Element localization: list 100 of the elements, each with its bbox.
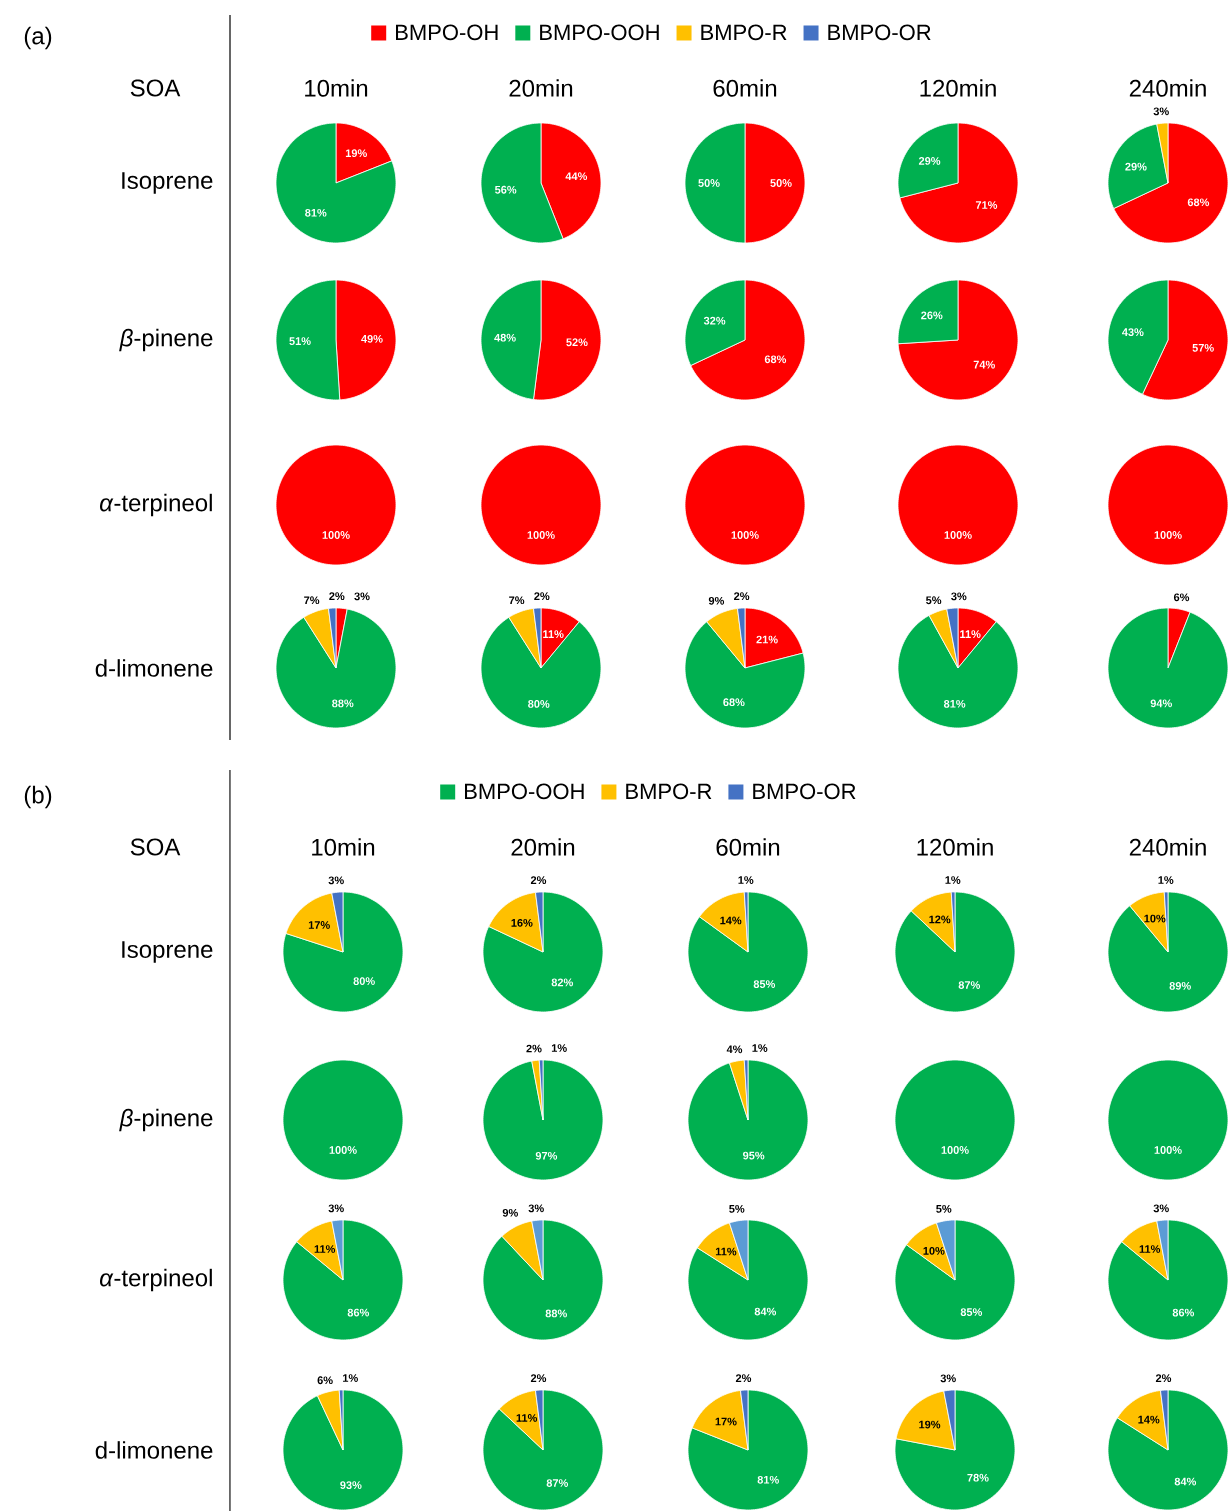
data-label: 3% (1153, 107, 1169, 116)
data-label: 19% (345, 149, 367, 158)
data-label: 50% (770, 179, 792, 187)
text: Isoprene (122, 172, 213, 194)
data-label: 86% (1172, 1308, 1195, 1317)
data-label: 74% (973, 360, 995, 369)
data-label: 6% (317, 1376, 333, 1385)
legend-label: BMPO-OR (753, 783, 856, 800)
data-label: 11% (314, 1245, 336, 1253)
data-label: 29% (1125, 162, 1147, 171)
data-label: 1% (945, 876, 961, 884)
data-label: 2% (526, 1044, 542, 1053)
data-label: 87% (958, 981, 981, 989)
data-label: 11% (1139, 1245, 1161, 1253)
text: d-limonene (95, 1441, 213, 1459)
chart-title: 240min (1129, 838, 1206, 856)
data-label: 9% (502, 1208, 518, 1217)
legend-label: BMPO-R (626, 783, 712, 800)
text: (a) (24, 26, 52, 50)
data-label: 100% (941, 1146, 969, 1154)
data-label: 2% (534, 592, 550, 601)
data-label: 2% (530, 1374, 547, 1383)
data-label: 14% (720, 916, 742, 925)
data-label: 68% (723, 698, 745, 707)
data-label: 78% (967, 1473, 989, 1482)
data-label: 2% (329, 592, 345, 601)
chart-title: 240min (1129, 79, 1206, 97)
data-label: 5% (926, 596, 942, 605)
data-label: 11% (516, 1414, 538, 1422)
data-label: 7% (509, 596, 525, 605)
data-label: 49% (361, 334, 383, 343)
data-label: 94% (1150, 699, 1172, 708)
data-label: 3% (951, 592, 967, 601)
data-label: 3% (1153, 1204, 1169, 1213)
text: β-pinene (119, 1108, 213, 1132)
data-label: 85% (960, 1308, 983, 1316)
data-label: 71% (975, 201, 998, 209)
data-label: 1% (752, 1044, 768, 1052)
data-label: 29% (918, 157, 941, 165)
data-label: 68% (764, 355, 787, 364)
data-label: 2% (734, 592, 750, 601)
data-label: 3% (940, 1374, 956, 1383)
data-label: 11% (960, 630, 981, 638)
data-label: 1% (1158, 876, 1174, 884)
legend-label: BMPO-OOH (540, 24, 659, 41)
data-label: 84% (1174, 1477, 1197, 1486)
data-label: 57% (1192, 343, 1214, 352)
text: α-terpineol (99, 493, 212, 517)
data-label: 68% (1187, 198, 1210, 207)
data-label: 84% (754, 1307, 777, 1316)
text: SOA (130, 79, 181, 97)
data-label: 12% (929, 915, 951, 924)
data-label: 1% (738, 876, 754, 884)
data-label: 32% (703, 316, 726, 325)
text: SOA (130, 838, 181, 856)
text: 10min (312, 838, 375, 856)
data-label: 2% (530, 876, 547, 885)
data-label: 3% (528, 1204, 544, 1213)
chart-title: 60min (713, 79, 777, 97)
data-label: 100% (1154, 531, 1182, 539)
text: α-terpineol (99, 1268, 212, 1292)
data-label: 81% (757, 1475, 779, 1484)
data-label: 2% (1155, 1374, 1172, 1383)
data-label: 88% (332, 699, 354, 708)
data-label: 52% (566, 338, 588, 347)
data-label: 9% (708, 596, 725, 605)
data-label: 81% (943, 699, 966, 708)
data-label: 51% (289, 337, 311, 345)
data-label: 100% (944, 531, 972, 539)
data-label: 11% (543, 630, 564, 638)
data-label: 17% (308, 921, 330, 929)
data-label: 82% (551, 978, 573, 987)
data-label: 87% (546, 1479, 569, 1487)
text: (b) (24, 785, 52, 809)
data-label: 1% (551, 1044, 567, 1052)
data-label: 6% (1173, 593, 1190, 602)
data-label: 56% (494, 185, 517, 194)
data-label: 5% (729, 1205, 745, 1213)
legend-label: BMPO-OOH (464, 783, 584, 800)
chart-title: 20min (509, 79, 573, 97)
data-label: 100% (1154, 1146, 1182, 1154)
data-label: 44% (565, 172, 588, 181)
data-label: 3% (328, 876, 344, 885)
data-label: 17% (715, 1417, 737, 1426)
data-label: 19% (919, 1420, 941, 1429)
chart-title: 120min (917, 838, 993, 856)
text: β-pinene (119, 328, 213, 352)
data-label: 4% (726, 1045, 743, 1054)
data-label: 50% (698, 179, 720, 187)
data-label: 1% (343, 1374, 358, 1382)
data-label: 80% (528, 700, 550, 708)
legend-label: BMPO-OR (828, 24, 931, 41)
data-label: 7% (304, 596, 320, 605)
legend-label: BMPO-R (701, 24, 787, 41)
data-label: 81% (305, 208, 327, 217)
data-label: 89% (1169, 981, 1191, 990)
data-label: 88% (545, 1309, 567, 1318)
data-label: 5% (936, 1205, 952, 1213)
legend-label: BMPO-OH (396, 24, 498, 41)
data-label: 26% (921, 311, 943, 320)
